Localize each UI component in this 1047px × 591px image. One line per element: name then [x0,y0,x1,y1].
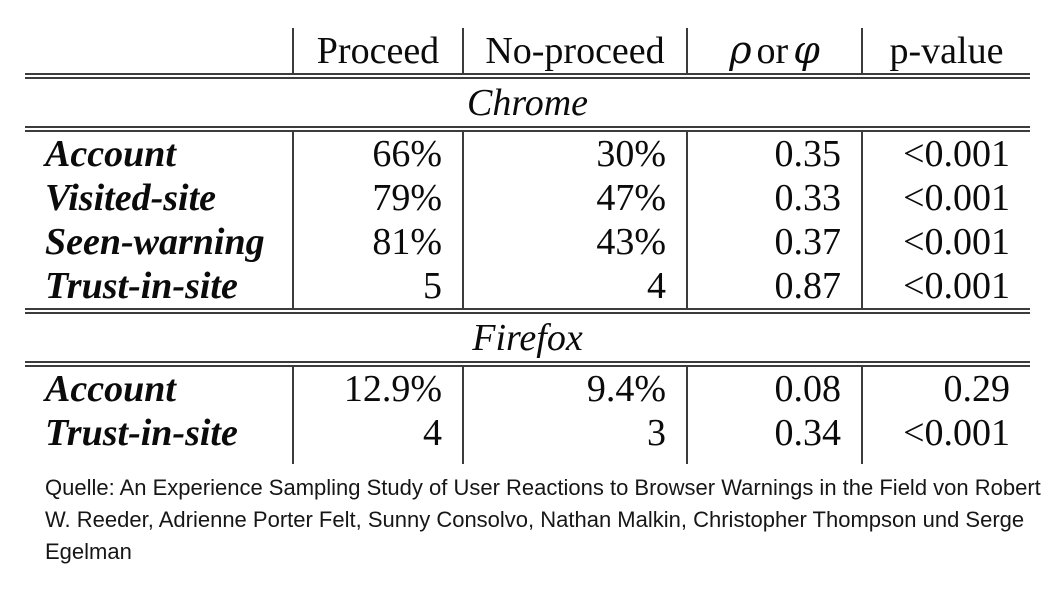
cell-proceed: 81% [292,220,463,264]
section-row-chrome: Chrome [25,76,1030,132]
cell-proceed: 5 [292,264,463,314]
cell-correlation: 0.08 [686,364,862,411]
cell-no-proceed: 30% [462,129,687,176]
cell-p-value: <0.001 [861,411,1030,455]
table-row-firefox-account: Account 12.9% 9.4% 0.08 0.29 [25,364,1030,411]
row-label: Visited-site [45,177,216,219]
header-no-proceed: No-proceed [462,28,687,79]
results-table: Proceed No-proceed ρ or φ p-value Chrome A… [25,28,1030,464]
cell-p-value: 0.29 [861,364,1030,411]
cell-correlation: 0.37 [686,220,862,264]
header-row-label [25,28,293,79]
section-row-firefox: Firefox [25,311,1030,367]
table-row-firefox-trust-in-site: Trust-in-site 4 3 0.34 <0.001 [25,411,1030,455]
row-label: Trust-in-site [25,264,293,314]
table-row-chrome-visited-site: Visited-site 79% 47% 0.33 <0.001 [25,176,1030,220]
rho-symbol: ρ [729,28,752,72]
cell-correlation: 0.87 [686,264,862,314]
header-correlation: ρ or φ [686,28,862,79]
cell-correlation: 0.33 [686,176,862,220]
table-row-chrome-seen-warning: Seen-warning 81% 43% 0.37 <0.001 [25,220,1030,264]
cell-correlation: 0.35 [686,129,862,176]
row-label: Trust-in-site [45,412,238,454]
table-rule-overhang [25,455,1030,464]
cell-correlation: 0.34 [686,411,862,455]
cell-no-proceed: 47% [462,176,687,220]
header-row: Proceed No-proceed ρ or φ p-value [25,28,1030,79]
row-label: Account [45,133,176,175]
header-p-value: p-value [861,28,1030,79]
row-label: Seen-warning [45,221,265,263]
cell-no-proceed: 43% [462,220,687,264]
cell-no-proceed: 3 [462,411,687,455]
cell-p-value: <0.001 [861,129,1030,176]
table-row-chrome-trust-in-site: Trust-in-site 5 4 0.87 <0.001 [25,264,1030,314]
section-title-firefox: Firefox [25,311,1030,367]
cell-no-proceed: 9.4% [462,364,687,411]
cell-proceed: 66% [292,129,463,176]
cell-proceed: 12.9% [292,364,463,411]
cell-proceed: 4 [292,411,463,455]
correlation-connector: or [756,30,789,72]
cell-p-value: <0.001 [861,176,1030,220]
cell-no-proceed: 4 [462,264,687,314]
cell-p-value: <0.001 [861,264,1030,314]
phi-symbol: φ [793,28,820,72]
row-label: Account [45,368,176,410]
cell-proceed: 79% [292,176,463,220]
section-title-chrome: Chrome [25,76,1030,132]
table-row-chrome-account: Account 66% 30% 0.35 <0.001 [25,129,1030,176]
cell-p-value: <0.001 [861,220,1030,264]
caption-line-2: W. Reeder, Adrienne Porter Felt, Sunny C… [45,507,1025,532]
caption-line-3: Egelman [45,539,132,564]
caption-line-1: Quelle: An Experience Sampling Study of … [45,475,1041,500]
header-proceed: Proceed [292,28,463,79]
source-caption: Quelle: An Experience Sampling Study of … [45,472,1041,568]
